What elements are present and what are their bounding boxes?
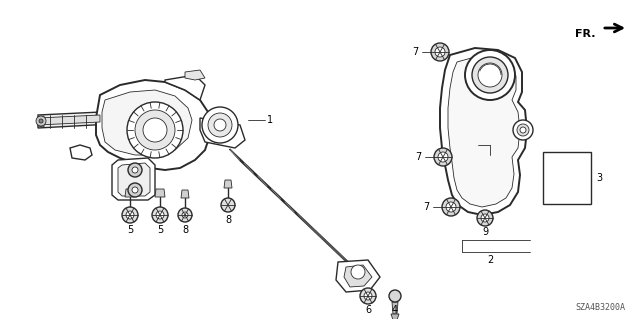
Polygon shape — [38, 116, 44, 127]
Text: 2: 2 — [487, 255, 493, 265]
Text: 4: 4 — [392, 305, 398, 315]
Circle shape — [364, 292, 372, 300]
Text: 7: 7 — [412, 47, 418, 57]
Polygon shape — [224, 180, 232, 188]
Circle shape — [431, 43, 449, 61]
Circle shape — [513, 120, 533, 140]
Polygon shape — [38, 115, 100, 125]
Circle shape — [208, 113, 232, 137]
Polygon shape — [118, 163, 150, 196]
Circle shape — [152, 207, 168, 223]
Polygon shape — [70, 145, 92, 160]
Circle shape — [36, 116, 46, 126]
Text: SZA4B3200A: SZA4B3200A — [575, 303, 625, 313]
Circle shape — [472, 57, 508, 93]
Text: 7: 7 — [415, 152, 421, 162]
Circle shape — [389, 290, 401, 302]
Text: 7: 7 — [423, 202, 429, 212]
Circle shape — [481, 214, 489, 222]
Circle shape — [434, 148, 452, 166]
Polygon shape — [112, 158, 155, 200]
Circle shape — [128, 183, 142, 197]
Polygon shape — [96, 80, 210, 170]
Circle shape — [143, 118, 167, 142]
Polygon shape — [440, 48, 527, 215]
Circle shape — [135, 110, 175, 150]
Circle shape — [39, 119, 43, 123]
Circle shape — [520, 127, 526, 133]
Polygon shape — [392, 302, 398, 314]
Circle shape — [351, 265, 365, 279]
Polygon shape — [230, 149, 364, 278]
Circle shape — [127, 102, 183, 158]
Text: 8: 8 — [225, 215, 231, 225]
Polygon shape — [38, 108, 185, 128]
Circle shape — [156, 211, 164, 219]
Circle shape — [178, 208, 192, 222]
Polygon shape — [165, 75, 205, 100]
Text: 6: 6 — [365, 305, 371, 315]
Polygon shape — [125, 189, 135, 197]
Polygon shape — [155, 189, 165, 197]
Circle shape — [182, 212, 188, 218]
Text: 1: 1 — [267, 115, 273, 125]
Text: FR.: FR. — [575, 29, 596, 39]
Polygon shape — [185, 70, 205, 80]
Circle shape — [126, 211, 134, 219]
Circle shape — [477, 210, 493, 226]
Text: 5: 5 — [157, 225, 163, 235]
Circle shape — [132, 187, 138, 193]
Polygon shape — [391, 314, 399, 319]
Circle shape — [132, 167, 138, 173]
Circle shape — [214, 119, 226, 131]
Circle shape — [122, 207, 138, 223]
Circle shape — [221, 198, 235, 212]
Polygon shape — [336, 260, 380, 292]
Circle shape — [360, 288, 376, 304]
Text: 5: 5 — [127, 225, 133, 235]
Polygon shape — [181, 190, 189, 198]
Circle shape — [465, 50, 515, 100]
Circle shape — [438, 152, 448, 162]
Polygon shape — [200, 118, 245, 148]
Circle shape — [202, 107, 238, 143]
Polygon shape — [543, 152, 591, 204]
Circle shape — [446, 202, 456, 212]
Circle shape — [435, 47, 445, 57]
Circle shape — [478, 63, 502, 87]
Circle shape — [517, 124, 529, 136]
Text: 8: 8 — [182, 225, 188, 235]
Polygon shape — [448, 57, 520, 207]
Text: 9: 9 — [482, 227, 488, 237]
Polygon shape — [102, 90, 192, 155]
Circle shape — [128, 163, 142, 177]
Text: 3: 3 — [596, 173, 602, 183]
Polygon shape — [344, 265, 372, 287]
Circle shape — [442, 198, 460, 216]
